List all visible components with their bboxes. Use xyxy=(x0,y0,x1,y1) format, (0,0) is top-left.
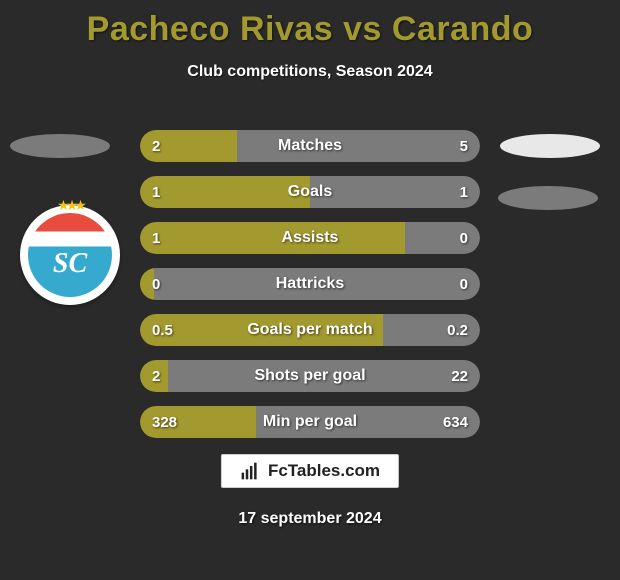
crest-stars: ★★★ xyxy=(28,197,112,214)
stat-row: 328634Min per goal xyxy=(140,406,480,438)
stat-bar-left xyxy=(140,314,383,346)
stat-value-left: 1 xyxy=(152,184,160,201)
stat-row: 222Shots per goal xyxy=(140,360,480,392)
stat-bar-right xyxy=(405,222,480,254)
club-crest: ★★★ SC xyxy=(20,205,120,305)
ellipse-decor-top-right xyxy=(500,134,600,158)
stat-value-left: 0 xyxy=(152,276,160,293)
stat-value-left: 2 xyxy=(152,138,160,155)
stat-value-right: 1 xyxy=(460,184,468,201)
stat-row: 00Hattricks xyxy=(140,268,480,300)
stat-bar-right xyxy=(168,360,480,392)
stat-bar-left xyxy=(140,222,405,254)
stat-value-right: 0.2 xyxy=(447,322,468,339)
watermark-badge: FcTables.com xyxy=(221,454,399,488)
stat-bar-left xyxy=(140,176,310,208)
stat-row: 25Matches xyxy=(140,130,480,162)
stat-value-left: 328 xyxy=(152,414,177,431)
stats-panel: 25Matches11Goals10Assists00Hattricks0.50… xyxy=(140,130,480,452)
stat-value-right: 0 xyxy=(460,230,468,247)
stat-value-left: 2 xyxy=(152,368,160,385)
date-text: 17 september 2024 xyxy=(0,510,620,528)
club-crest-inner: ★★★ SC xyxy=(28,213,112,297)
stat-row: 10Assists xyxy=(140,222,480,254)
subtitle: Club competitions, Season 2024 xyxy=(0,63,620,81)
ellipse-decor-top-left xyxy=(10,134,110,158)
stat-row: 11Goals xyxy=(140,176,480,208)
watermark-bars-icon xyxy=(240,461,260,481)
crest-text: SC xyxy=(53,248,87,280)
stat-bar-right xyxy=(237,130,480,162)
ellipse-decor-mid-right xyxy=(498,186,598,210)
stat-value-left: 0.5 xyxy=(152,322,173,339)
stat-value-left: 1 xyxy=(152,230,160,247)
stat-value-right: 0 xyxy=(460,276,468,293)
stat-bar-right xyxy=(154,268,480,300)
page-title: Pacheco Rivas vs Carando xyxy=(0,10,620,49)
comparison-infographic: Pacheco Rivas vs Carando Club competitio… xyxy=(0,10,620,580)
stat-value-right: 634 xyxy=(443,414,468,431)
stat-bar-right xyxy=(310,176,480,208)
stat-row: 0.50.2Goals per match xyxy=(140,314,480,346)
stat-value-right: 22 xyxy=(451,368,468,385)
watermark-text: FcTables.com xyxy=(268,461,380,481)
stat-value-right: 5 xyxy=(460,138,468,155)
